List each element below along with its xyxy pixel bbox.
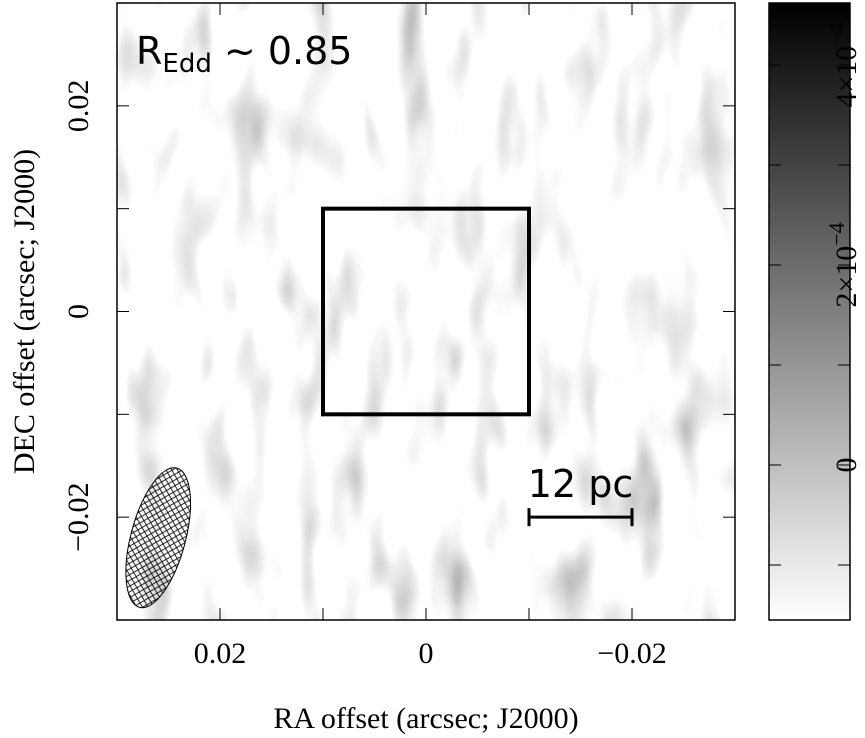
colorbar-tick-label: 2×10−4 [824, 222, 863, 307]
y-tick-label: −0.02 [62, 482, 95, 551]
x-tick-label: 0.02 [194, 637, 247, 670]
x-axis-label: RA offset (arcsec; J2000) [273, 702, 578, 735]
y-tick-label: 0.02 [62, 80, 95, 133]
region-box [321, 206, 531, 417]
annotation-part: ~ 0.85 [212, 29, 353, 73]
colorbar-tick-text: 2×10 [830, 246, 863, 308]
x-tick-label: −0.02 [597, 637, 666, 670]
annotation-part: R [136, 29, 162, 73]
beam [125, 467, 192, 609]
intensity-map [117, 3, 735, 620]
colorbar-tick-label: 0 [830, 458, 863, 473]
annotation: REdd ~ 0.85 [136, 29, 352, 79]
annotation-part: Edd [162, 49, 211, 79]
x-tick-label: 0 [419, 637, 434, 670]
colorbar [768, 2, 851, 621]
colorbar-tick-text: 4×10 [830, 46, 863, 108]
y-tick-label: 0 [62, 304, 95, 319]
y-axis-label: DEC offset (arcsec; J2000) [8, 149, 41, 474]
scale-bar-label: 12 pc [528, 462, 633, 506]
colorbar-tick-text: 0 [830, 458, 863, 473]
colorbar-tick-label: 4×10−4 [824, 22, 863, 107]
colorbar-tick-exponent: −4 [824, 22, 849, 45]
colorbar-tick-exponent: −4 [824, 222, 849, 245]
